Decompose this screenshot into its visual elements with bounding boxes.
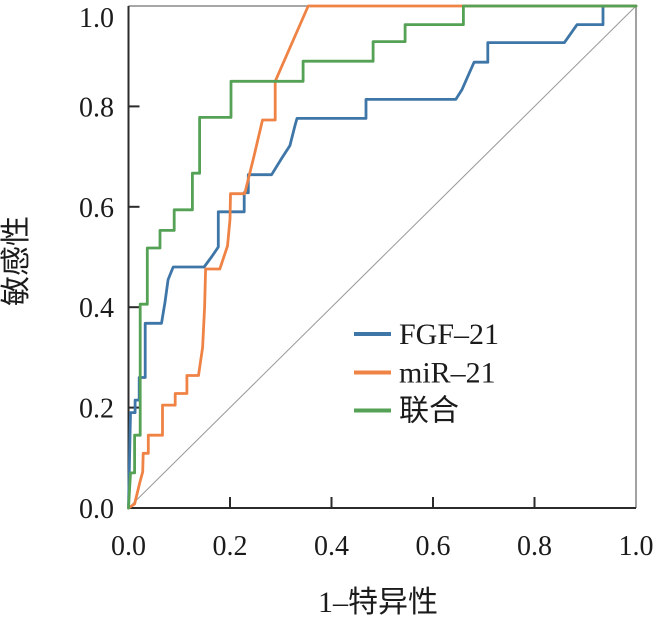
y-tick-label: 0.6: [79, 193, 114, 224]
x-tick-label: 1.0: [619, 531, 654, 562]
y-tick-label: 0.0: [79, 494, 114, 525]
x-tick-label: 0.0: [111, 531, 146, 562]
legend-label-mir21: miR–21: [399, 357, 496, 390]
y-axis-ticks: 0.0 0.2 0.4 0.6 0.8 1.0: [79, 3, 140, 525]
y-tick-label: 1.0: [79, 3, 114, 34]
chart-legend: FGF–21 miR–21 联合: [354, 318, 499, 428]
y-tick-label: 0.4: [79, 293, 114, 324]
roc-curves: [127, 4, 638, 510]
roc-curve-2: [127, 4, 638, 510]
x-tick-label: 0.2: [213, 531, 248, 562]
legend-item-combined: 联合: [354, 395, 459, 428]
legend-label-fgf21: FGF–21: [399, 318, 499, 351]
x-axis-label: 1–特异性: [318, 586, 438, 619]
x-tick-label: 0.4: [314, 531, 349, 562]
legend-label-combined: 联合: [399, 395, 459, 428]
reference-line: [128, 5, 637, 509]
y-tick-label: 0.2: [79, 394, 114, 425]
roc-curve-1: [127, 4, 638, 510]
x-tick-label: 0.6: [416, 531, 451, 562]
y-tick-label: 0.8: [79, 92, 114, 123]
legend-item-mir21: miR–21: [354, 357, 496, 390]
legend-item-fgf21: FGF–21: [354, 318, 499, 351]
x-axis-ticks: 0.0 0.2 0.4 0.6 0.8 1.0: [111, 497, 654, 562]
y-axis-label: 敏感性: [0, 216, 33, 306]
x-tick-label: 0.8: [517, 531, 552, 562]
reference-diagonal: [128, 5, 637, 509]
